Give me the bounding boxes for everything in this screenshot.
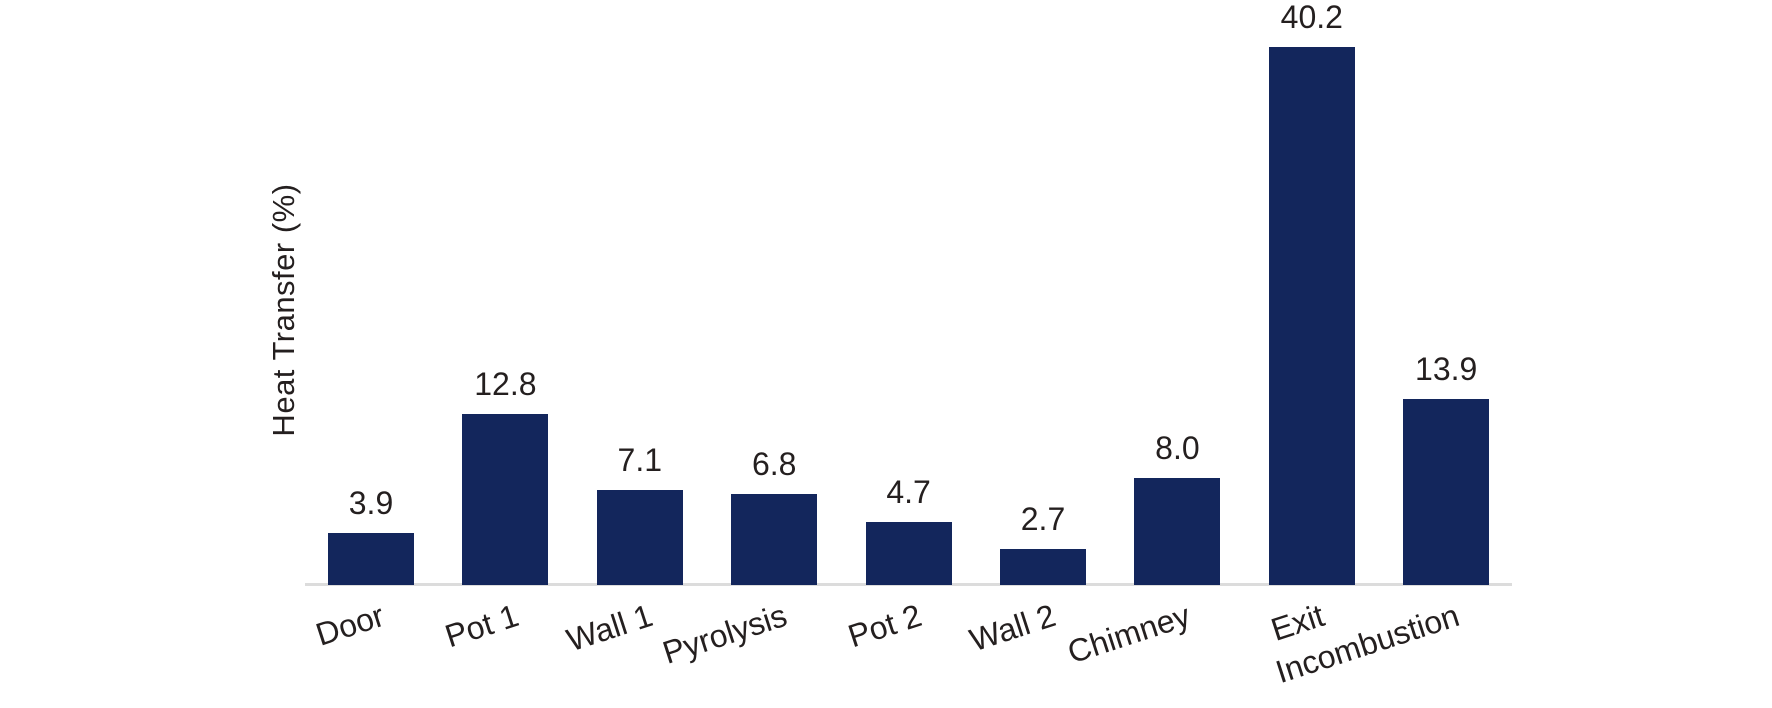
bar-value-label-pyrolysis: 6.8 — [751, 446, 797, 483]
bar-chimney — [1134, 477, 1221, 585]
bar-value-label-pot-2: 4.7 — [886, 474, 931, 511]
bar-pot-1 — [462, 413, 549, 585]
x-tick-label-pot-1: Pot 1 — [440, 597, 523, 655]
bar-wall-2 — [1000, 548, 1086, 585]
bar-value-label-chimney: 8.0 — [1155, 429, 1200, 466]
x-tick-label-door: Door — [311, 597, 389, 653]
bar-incombustion — [1403, 399, 1490, 585]
bar-value-label-wall-2: 2.7 — [1020, 500, 1066, 537]
bar-door — [328, 532, 414, 585]
bar-exit — [1268, 47, 1355, 585]
bar-wall-1 — [596, 490, 683, 585]
bar-value-label-door: 3.9 — [348, 484, 394, 521]
x-tick-label-pot-2: Pot 2 — [843, 597, 926, 655]
x-tick-label-chimney: Chimney — [1063, 597, 1195, 671]
bar-value-label-incombustion: 13.9 — [1415, 351, 1478, 388]
bar-value-label-exit: 40.2 — [1280, 0, 1343, 36]
bar-pyrolysis — [731, 494, 818, 585]
x-tick-label-wall-2: Wall 2 — [965, 597, 1061, 659]
bar-pot-2 — [865, 522, 952, 585]
y-axis-label: Heat Transfer (%) — [266, 183, 301, 437]
x-tick-label-wall-1: Wall 1 — [562, 597, 657, 659]
x-tick-label-pyrolysis: Pyrolysis — [658, 597, 792, 671]
bar-value-label-pot-1: 12.8 — [474, 365, 537, 402]
bar-value-label-wall-1: 7.1 — [617, 442, 663, 478]
